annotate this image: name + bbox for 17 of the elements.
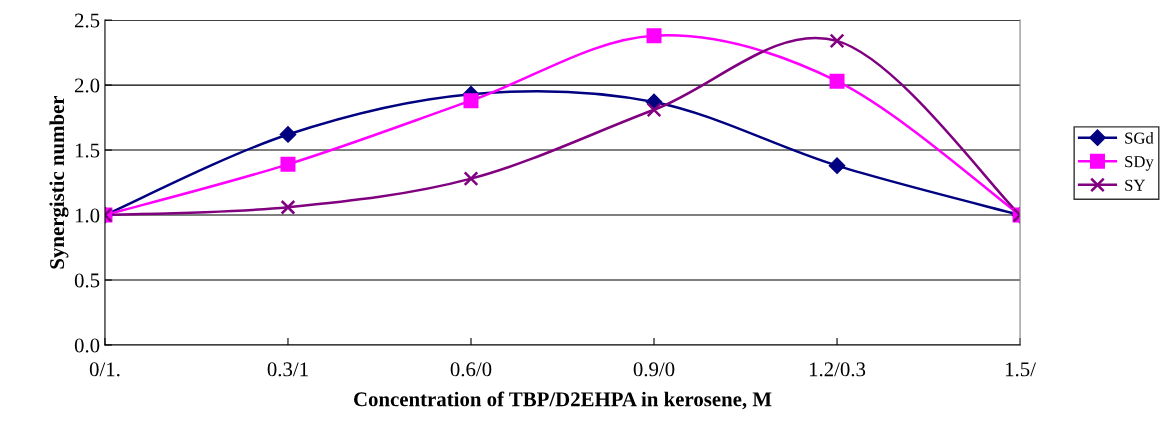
y-tick-label: 0.5 xyxy=(74,273,100,288)
legend-label: SDy xyxy=(1125,156,1154,171)
y-tick-label: 2.5 xyxy=(74,13,100,28)
x-tick-label: 0.3/1 xyxy=(267,362,308,377)
x-tick-label: 0.9/0 xyxy=(633,362,675,377)
x-tick-label: 1.2/0.3 xyxy=(809,362,866,377)
y-tick-label: 2.0 xyxy=(74,78,100,93)
x-tick-label: 0/1. xyxy=(89,362,120,377)
y-tick-label: 1.5 xyxy=(75,143,100,158)
legend-label: SGd xyxy=(1125,131,1154,144)
y-axis-title: Synergistic number xyxy=(49,95,69,269)
legend-label: SY xyxy=(1125,179,1146,191)
y-tick-label: 1.0 xyxy=(75,208,100,223)
x-axis-title: Concentration of TBP/D2EHPA in kerosene, M xyxy=(354,391,772,410)
x-tick-label: 1.5/ xyxy=(1005,362,1036,377)
y-tick-label: 0.0 xyxy=(74,338,100,353)
x-tick-label: 0.6/0 xyxy=(450,362,492,377)
